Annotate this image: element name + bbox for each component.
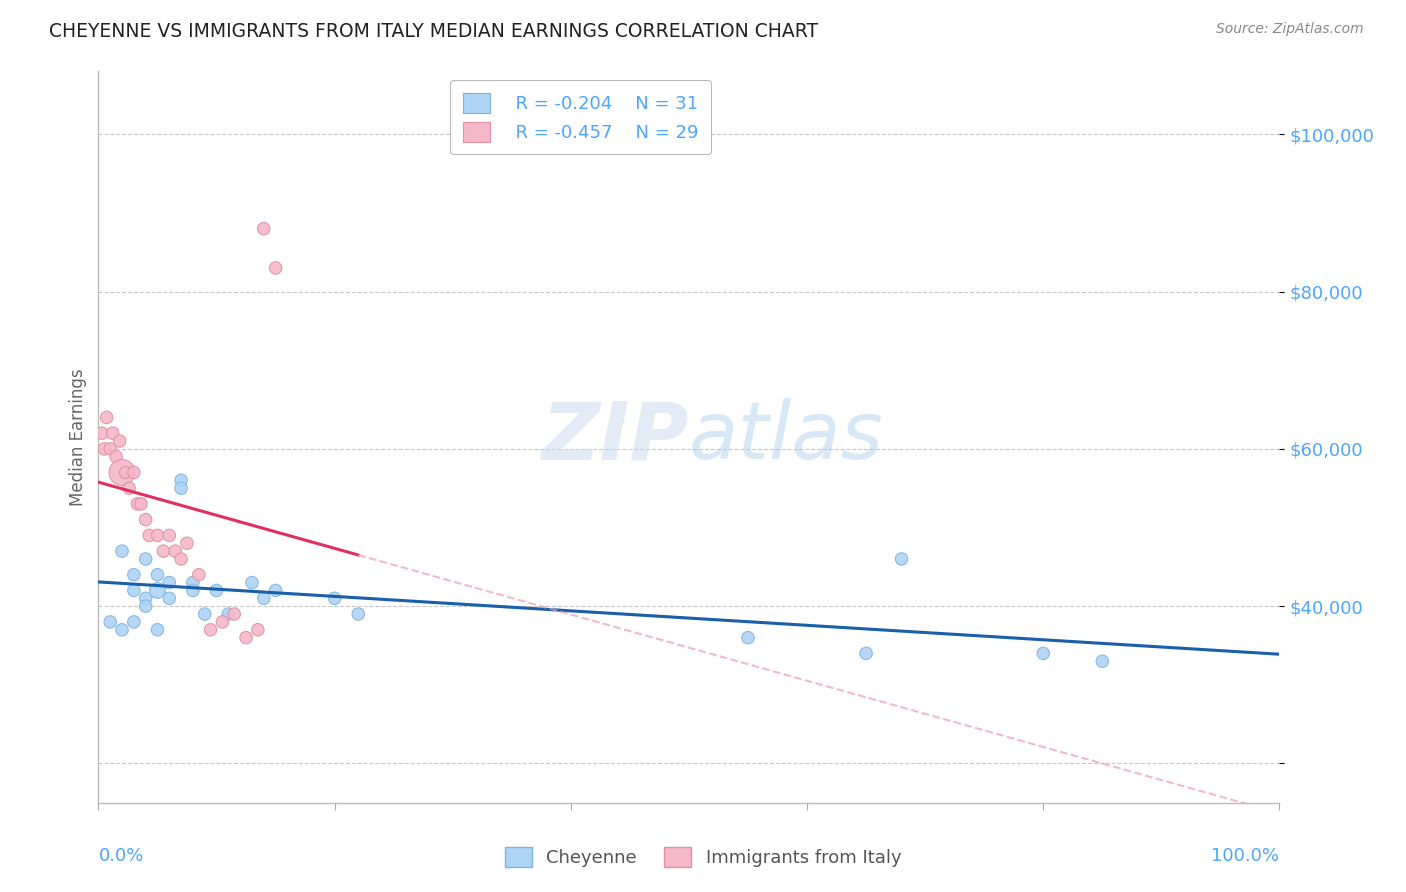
Point bbox=[146, 567, 169, 582]
Point bbox=[146, 623, 169, 637]
Point bbox=[135, 599, 157, 614]
Point bbox=[135, 552, 157, 566]
Point bbox=[135, 513, 157, 527]
Point bbox=[170, 473, 193, 487]
Point bbox=[253, 591, 276, 606]
Point bbox=[146, 583, 169, 598]
Point bbox=[264, 583, 287, 598]
Text: 0.0%: 0.0% bbox=[98, 847, 143, 864]
Point bbox=[105, 450, 128, 464]
Point bbox=[122, 615, 145, 629]
Point bbox=[157, 575, 180, 590]
Text: Source: ZipAtlas.com: Source: ZipAtlas.com bbox=[1216, 22, 1364, 37]
Point bbox=[194, 607, 217, 621]
Text: ZIP: ZIP bbox=[541, 398, 689, 476]
Point bbox=[181, 583, 204, 598]
Point bbox=[1091, 654, 1114, 668]
Point bbox=[1032, 646, 1054, 660]
Point bbox=[211, 615, 233, 629]
Point bbox=[181, 575, 204, 590]
Point bbox=[111, 623, 134, 637]
Point bbox=[264, 260, 287, 275]
Point bbox=[224, 607, 246, 621]
Point bbox=[114, 466, 136, 480]
Point bbox=[101, 426, 124, 441]
Point bbox=[98, 442, 121, 456]
Point bbox=[127, 497, 149, 511]
Point bbox=[152, 544, 174, 558]
Point bbox=[111, 544, 134, 558]
Point bbox=[855, 646, 877, 660]
Point bbox=[108, 434, 131, 448]
Point bbox=[235, 631, 257, 645]
Point bbox=[737, 631, 759, 645]
Point bbox=[246, 623, 269, 637]
Point bbox=[96, 410, 118, 425]
Point bbox=[129, 497, 152, 511]
Point bbox=[118, 481, 141, 495]
Point bbox=[323, 591, 346, 606]
Point bbox=[165, 544, 187, 558]
Point bbox=[217, 607, 239, 621]
Point bbox=[111, 466, 134, 480]
Point bbox=[157, 591, 180, 606]
Point bbox=[205, 583, 228, 598]
Point bbox=[98, 615, 121, 629]
Y-axis label: Median Earnings: Median Earnings bbox=[69, 368, 87, 506]
Text: atlas: atlas bbox=[689, 398, 884, 476]
Point bbox=[176, 536, 198, 550]
Text: 100.0%: 100.0% bbox=[1212, 847, 1279, 864]
Point bbox=[122, 567, 145, 582]
Point bbox=[200, 623, 222, 637]
Point bbox=[170, 481, 193, 495]
Point bbox=[157, 528, 180, 542]
Point bbox=[135, 591, 157, 606]
Point bbox=[93, 442, 115, 456]
Point bbox=[240, 575, 263, 590]
Point bbox=[253, 221, 276, 235]
Text: CHEYENNE VS IMMIGRANTS FROM ITALY MEDIAN EARNINGS CORRELATION CHART: CHEYENNE VS IMMIGRANTS FROM ITALY MEDIAN… bbox=[49, 22, 818, 41]
Point bbox=[138, 528, 160, 542]
Point bbox=[890, 552, 912, 566]
Point bbox=[347, 607, 370, 621]
Point bbox=[187, 567, 209, 582]
Point bbox=[170, 552, 193, 566]
Point bbox=[122, 466, 145, 480]
Legend: Cheyenne, Immigrants from Italy: Cheyenne, Immigrants from Italy bbox=[498, 839, 908, 874]
Point bbox=[146, 528, 169, 542]
Point bbox=[122, 583, 145, 598]
Legend:   R = -0.204    N = 31,   R = -0.457    N = 29: R = -0.204 N = 31, R = -0.457 N = 29 bbox=[450, 80, 711, 154]
Point bbox=[91, 426, 114, 441]
